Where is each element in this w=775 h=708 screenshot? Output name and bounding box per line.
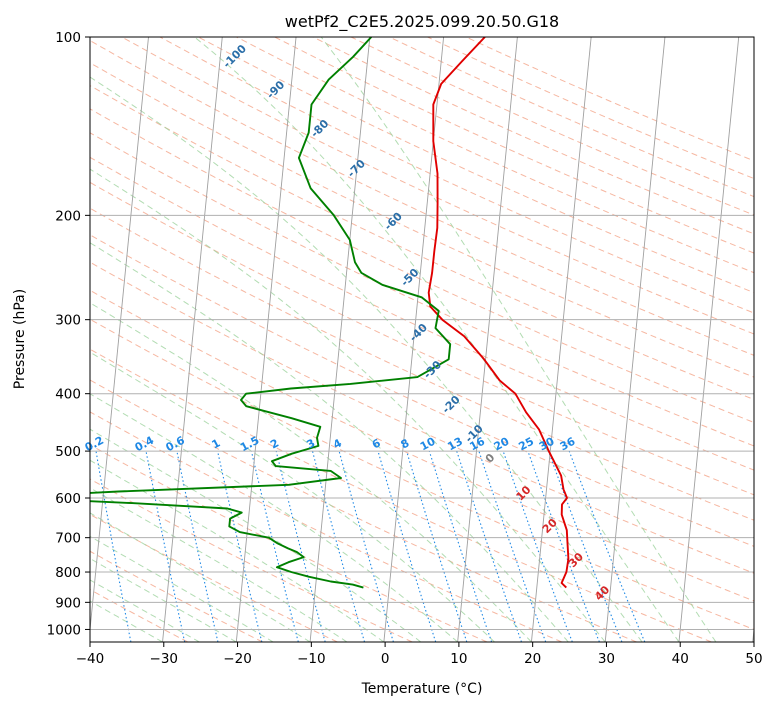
moist-adiabat-line: [90, 351, 495, 642]
dry-adiabat-line: [90, 181, 754, 496]
y-tick-label: 300: [55, 313, 81, 329]
isotherms: [90, 37, 754, 642]
mixing-ratio-label: 20: [492, 435, 512, 454]
y-tick-label: 900: [55, 595, 81, 611]
dry-adiabat-line: [90, 444, 488, 642]
y-tick-label: 700: [55, 531, 81, 547]
mixing-ratio-label: 30: [537, 435, 557, 454]
moist-adiabat-line: [90, 557, 237, 642]
mixing-ratio-label: 16: [467, 435, 487, 454]
x-tick-label: 50: [745, 651, 762, 667]
isotherm-line: [530, 37, 592, 642]
mixing-ratio-line: [176, 450, 219, 642]
isotherm-line: [309, 37, 371, 642]
mixing-ratio-line: [478, 450, 547, 642]
isotherm-line: [235, 37, 297, 642]
moist-adiabat-line: [90, 168, 606, 642]
moist-adiabat-line: [90, 242, 569, 642]
axes: −40 −30 −20 −10 0 10 20 30 40 50 100 200 300 400 500 60…: [47, 30, 763, 667]
mixing-ratio-line: [456, 450, 523, 642]
x-axis-label: Temperature (°C): [361, 681, 483, 697]
temperature-profile-line: [427, 37, 570, 589]
mixing-ratio-line: [377, 450, 437, 642]
moist-adiabat-line: [90, 579, 200, 642]
moist-adiabat-line: [194, 37, 680, 642]
y-axis-label: Pressure (hPa): [12, 289, 28, 389]
mixing-ratio-label: 36: [558, 435, 578, 454]
y-tick-label: 600: [55, 491, 81, 507]
data-series-layer: [90, 37, 570, 589]
dry-adiabat-line: [90, 207, 754, 521]
dewpoint-profile-line: [90, 37, 452, 589]
mixing-ratio-line: [428, 450, 493, 642]
x-tick-label: −40: [76, 651, 105, 667]
isotherm-line: [162, 37, 223, 642]
dry-adiabat-line: [90, 156, 754, 471]
moist-adiabat-line: [90, 76, 643, 642]
plot-frame: [89, 36, 755, 643]
x-tick-label: −20: [223, 651, 252, 667]
mixing-ratio-label: 10: [418, 435, 438, 454]
moist-adiabat-line: [90, 459, 385, 642]
mixing-ratio-line: [406, 450, 468, 642]
y-tick-label: 500: [55, 444, 81, 460]
y-tick-label: 100: [55, 30, 81, 46]
x-tick-label: 30: [598, 651, 615, 667]
mixing-ratio-line: [502, 450, 573, 642]
mixing-ratio-line: [275, 450, 326, 642]
moist-adiabat-line: [90, 535, 274, 642]
dry-adiabat-line: [90, 318, 754, 630]
mixing-ratio-line: [217, 450, 263, 642]
mixing-ratio-label: 25: [516, 435, 536, 454]
x-tick-label: −10: [297, 651, 326, 667]
y-tick-label: 200: [55, 208, 81, 224]
x-tick-label: 20: [524, 651, 541, 667]
isotherm-line: [678, 37, 740, 642]
mixing-ratio-line: [145, 450, 186, 642]
x-tick-label: 0: [381, 651, 390, 667]
dry-adiabat-line: [159, 37, 754, 314]
x-tick-label: 40: [672, 651, 689, 667]
dry-adiabat-line: [90, 261, 754, 574]
moist-adiabat-line: [320, 37, 717, 642]
dry-adiabat-line: [90, 550, 263, 642]
mixing-ratio-line: [527, 450, 600, 642]
y-tick-label: 1000: [47, 622, 81, 638]
isotherm-line: [457, 37, 518, 642]
mixing-ratio-line: [311, 450, 366, 642]
chart-title: wetPf2_C2E5.2025.099.20.50.G18: [285, 12, 559, 32]
x-tick-label: 10: [450, 651, 467, 667]
y-tick-label: 800: [55, 565, 81, 581]
y-tick-label: 400: [55, 387, 81, 403]
isobars: [90, 37, 754, 630]
dry-adiabat-line: [90, 234, 754, 547]
x-tick-label: −30: [150, 651, 179, 667]
mixing-ratio-label: 13: [445, 435, 465, 454]
dry-adiabat-line: [90, 513, 338, 642]
mixing-ratio-line: [547, 450, 623, 642]
isotherm-line: [90, 37, 149, 635]
dry-adiabat-line: [90, 62, 754, 378]
mixing-ratio-line: [250, 450, 299, 642]
isotherm-line: [604, 37, 666, 642]
dry-adiabat-line: [90, 348, 712, 642]
moist-adiabat-line: [90, 428, 422, 642]
